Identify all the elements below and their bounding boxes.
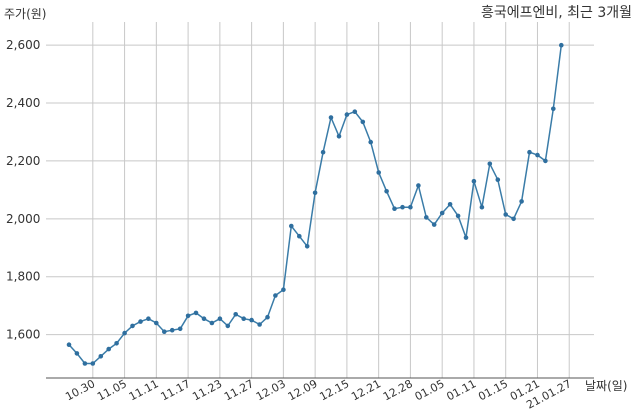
y-tick-label: 2,200 — [6, 154, 40, 168]
y-tick-label: 2,000 — [6, 212, 40, 226]
data-point — [392, 206, 397, 211]
data-point — [177, 326, 183, 332]
data-point — [122, 330, 127, 336]
data-point — [265, 314, 270, 320]
data-point — [376, 170, 382, 175]
data-point — [360, 119, 366, 125]
data-point — [217, 316, 223, 322]
data-point — [154, 320, 159, 326]
data-point — [90, 361, 96, 366]
data-point — [130, 323, 135, 329]
data-point — [225, 323, 231, 329]
x-tick-label: 12.21 — [349, 377, 383, 403]
x-tick-label: 11.05 — [95, 377, 129, 403]
data-point — [82, 361, 88, 366]
data-point — [74, 351, 80, 356]
data-point — [297, 233, 302, 239]
data-point — [519, 199, 524, 204]
x-tick-label: 11.23 — [190, 377, 224, 403]
x-tick-label: 10.30 — [63, 377, 97, 403]
data-point — [503, 212, 509, 217]
data-point — [431, 222, 437, 227]
y-tick-label: 1,600 — [6, 328, 40, 342]
data-point — [535, 152, 540, 158]
data-point — [559, 42, 564, 48]
data-point — [185, 313, 191, 319]
data-point — [328, 115, 334, 120]
data-point — [424, 215, 429, 220]
y-axis-label: 주가(원) — [4, 7, 46, 21]
data-point — [98, 354, 104, 359]
data-point — [66, 342, 72, 348]
data-point — [495, 177, 501, 182]
x-tick-label: 01.05 — [413, 377, 447, 403]
x-tick-label: 11.17 — [159, 377, 193, 403]
data-point — [416, 183, 421, 188]
data-point — [201, 316, 207, 322]
y-tick-label: 1,800 — [6, 270, 40, 284]
data-point — [336, 134, 342, 139]
data-point — [281, 287, 286, 293]
data-point — [487, 161, 493, 167]
data-point — [384, 189, 389, 194]
x-axis-label: 날짜(일) — [585, 379, 627, 393]
data-point — [447, 202, 453, 207]
data-point — [257, 322, 262, 327]
data-point — [312, 190, 318, 196]
x-tick-label: 01.11 — [444, 377, 478, 403]
x-tick-label: 11.27 — [222, 377, 256, 403]
x-tick-label: 01.15 — [476, 377, 510, 403]
x-tick-label: 12.03 — [254, 377, 288, 403]
data-point — [162, 329, 167, 335]
data-point — [138, 319, 143, 324]
data-point — [455, 213, 461, 219]
data-point — [233, 312, 238, 317]
x-tick-label: 12.15 — [317, 377, 351, 403]
x-tick-label: 11.11 — [127, 377, 161, 403]
data-point — [344, 112, 350, 117]
data-point — [249, 317, 254, 323]
data-point — [114, 341, 119, 346]
x-tick-label: 12.28 — [381, 377, 415, 403]
data-point — [511, 216, 516, 222]
data-point — [551, 106, 556, 112]
grid-lines — [46, 22, 594, 378]
data-point — [169, 327, 175, 333]
data-point — [209, 320, 215, 326]
y-tick-label: 2,400 — [6, 96, 40, 110]
data-point — [368, 139, 374, 145]
data-point — [439, 210, 445, 216]
data-point — [527, 149, 532, 155]
data-point — [106, 346, 111, 352]
data-point — [543, 158, 548, 164]
price-series — [66, 42, 564, 366]
data-point — [320, 149, 326, 155]
data-point — [241, 316, 246, 322]
data-point — [463, 235, 469, 240]
data-point — [471, 178, 477, 184]
data-point — [304, 244, 310, 249]
chart-title: 흥국에프엔비, 최근 3개월 — [481, 5, 632, 21]
data-point — [352, 109, 358, 114]
x-tick-label: 12.09 — [286, 377, 320, 403]
y-tick-label: 2,600 — [6, 38, 40, 52]
data-point — [193, 310, 199, 316]
data-point — [289, 223, 294, 229]
data-point — [479, 204, 485, 210]
data-point — [273, 293, 278, 298]
data-point — [408, 204, 413, 210]
data-point — [400, 204, 405, 210]
data-point — [146, 316, 151, 322]
